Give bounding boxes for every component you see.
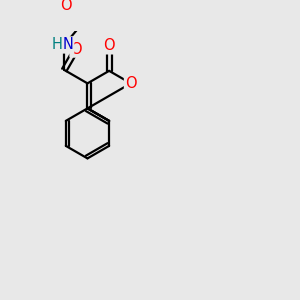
Text: O: O	[70, 42, 82, 57]
Text: H: H	[52, 37, 63, 52]
Text: O: O	[125, 76, 136, 91]
Text: O: O	[60, 0, 71, 13]
Text: N: N	[62, 38, 73, 52]
Text: O: O	[103, 38, 115, 53]
